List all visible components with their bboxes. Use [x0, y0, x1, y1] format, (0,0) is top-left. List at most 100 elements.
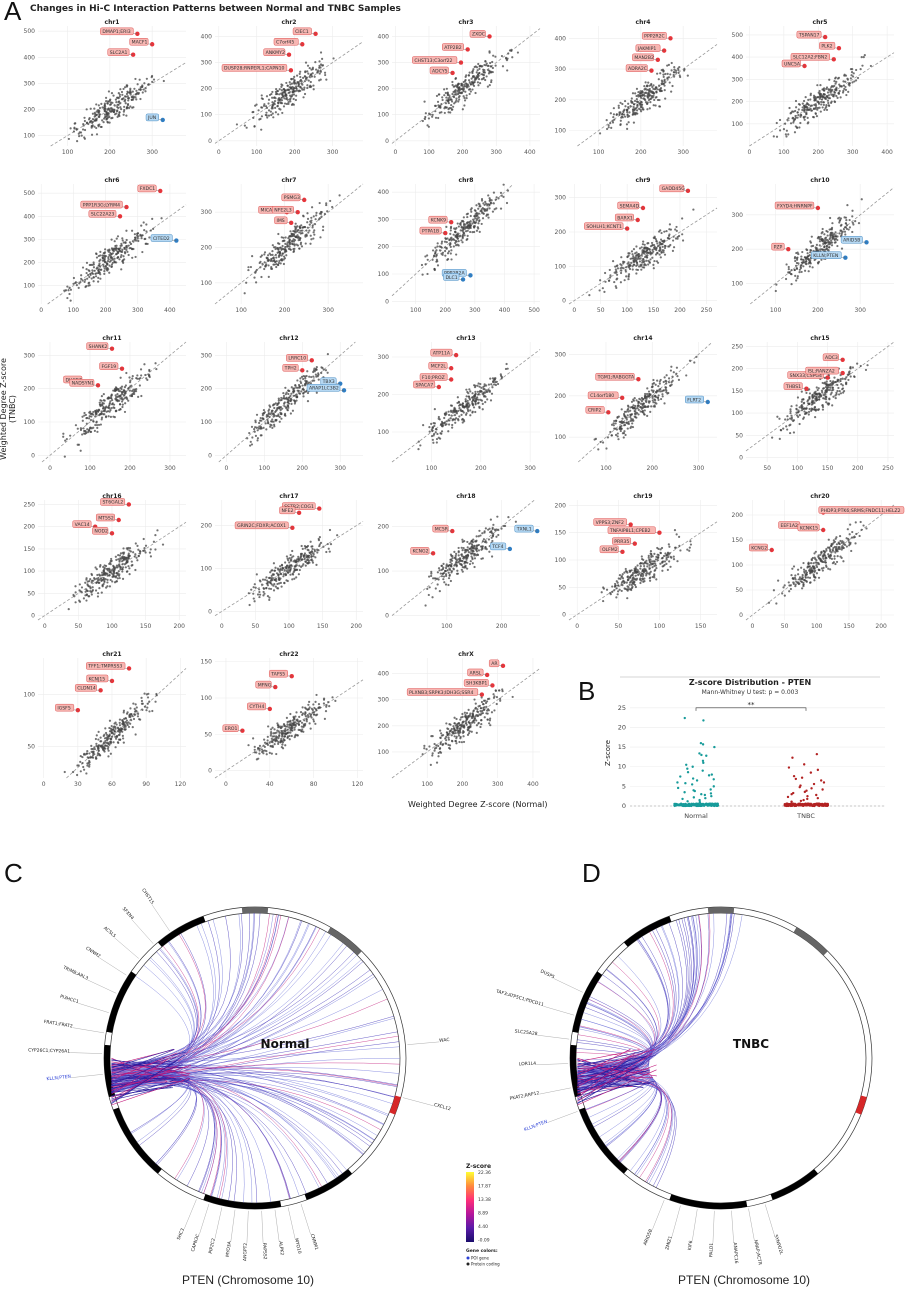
- data-point: [615, 273, 619, 276]
- data-point: [130, 394, 134, 397]
- data-point: [289, 412, 292, 415]
- data-point: [118, 574, 121, 577]
- data-point: [794, 116, 797, 119]
- data-point: [668, 223, 672, 226]
- data-point: [797, 114, 800, 117]
- data-point: [289, 230, 292, 233]
- data-point: [106, 266, 109, 270]
- data-point: [131, 392, 135, 395]
- data-point: [285, 570, 288, 573]
- data-point: [640, 246, 643, 249]
- data-point: [450, 238, 453, 241]
- data-point: [271, 90, 274, 94]
- gene-label: ADCY5: [432, 68, 448, 74]
- data-point: [634, 256, 637, 259]
- data-point: [136, 232, 139, 235]
- data-point: [101, 571, 104, 574]
- data-point: [630, 400, 634, 403]
- data-point: [303, 86, 306, 89]
- data-point: [666, 72, 669, 75]
- data-point: [113, 575, 116, 578]
- data-point: [810, 245, 813, 248]
- data-point: [430, 434, 434, 438]
- data-point: [297, 235, 300, 239]
- data-point: [286, 557, 289, 560]
- data-point: [477, 202, 480, 205]
- data-point: [643, 246, 646, 249]
- data-point: [626, 262, 629, 265]
- data-point: [120, 396, 123, 399]
- data-point: [613, 280, 616, 284]
- data-point: [485, 390, 488, 394]
- data-point: [464, 90, 467, 93]
- data-point: [288, 564, 291, 567]
- data-point: [311, 224, 314, 227]
- data-point: [614, 433, 618, 437]
- data-point: [653, 404, 656, 407]
- data-point: [312, 369, 316, 372]
- data-point: [619, 429, 622, 433]
- y-tick-label: 200: [201, 245, 213, 252]
- x-tick-label: 100: [778, 149, 790, 156]
- data-point: [115, 244, 118, 247]
- data-point: [261, 578, 265, 581]
- data-point: [91, 117, 95, 121]
- data-point: [464, 78, 467, 82]
- data-point: [128, 381, 132, 384]
- data-point: [110, 107, 113, 110]
- data-point: [252, 116, 255, 119]
- data-point: [628, 115, 631, 118]
- data-point: [843, 74, 846, 77]
- data-point: [306, 548, 309, 551]
- data-point: [840, 247, 844, 250]
- data-point: [465, 82, 468, 86]
- data-point: [492, 191, 496, 194]
- data-point: [468, 225, 471, 228]
- data-point: [299, 236, 302, 240]
- y-tick-label: 150: [24, 546, 36, 553]
- data-point: [817, 95, 820, 99]
- data-point: [444, 102, 448, 105]
- data-point: [630, 405, 634, 409]
- data-point: [646, 387, 649, 390]
- data-point: [91, 124, 94, 127]
- data-point: [486, 203, 490, 206]
- data-point: [95, 256, 99, 259]
- data-point: [471, 70, 474, 73]
- data-point: [295, 94, 298, 97]
- data-point: [677, 234, 681, 238]
- data-point: [287, 396, 291, 399]
- gene-label-box: [286, 354, 309, 362]
- data-point: [607, 126, 610, 129]
- data-point: [150, 76, 153, 79]
- data-point: [440, 430, 444, 433]
- data-point: [664, 97, 667, 100]
- data-point: [85, 268, 88, 271]
- data-point: [98, 403, 102, 406]
- data-point: [824, 389, 827, 392]
- data-point: [666, 76, 669, 79]
- data-point: [119, 102, 122, 105]
- data-point: [278, 259, 281, 263]
- data-point: [848, 226, 852, 229]
- data-point: [803, 107, 806, 110]
- data-point: [274, 409, 278, 412]
- data-point: [424, 263, 427, 266]
- data-point: [789, 408, 792, 411]
- data-point: [656, 88, 659, 91]
- data-point: [111, 580, 114, 583]
- data-point: [454, 421, 457, 424]
- data-point: [661, 239, 664, 243]
- data-point: [457, 225, 460, 228]
- data-point: [641, 406, 644, 409]
- data-point: [269, 576, 273, 580]
- gene-label: ISL;RANZA2: [808, 368, 835, 374]
- data-point: [109, 103, 112, 106]
- data-point: [88, 411, 91, 414]
- y-tick-label: 0: [739, 455, 743, 462]
- data-point: [274, 111, 277, 114]
- data-point: [447, 423, 451, 426]
- data-point: [314, 61, 317, 64]
- gene-label-box: [100, 27, 134, 36]
- data-point: [249, 265, 253, 269]
